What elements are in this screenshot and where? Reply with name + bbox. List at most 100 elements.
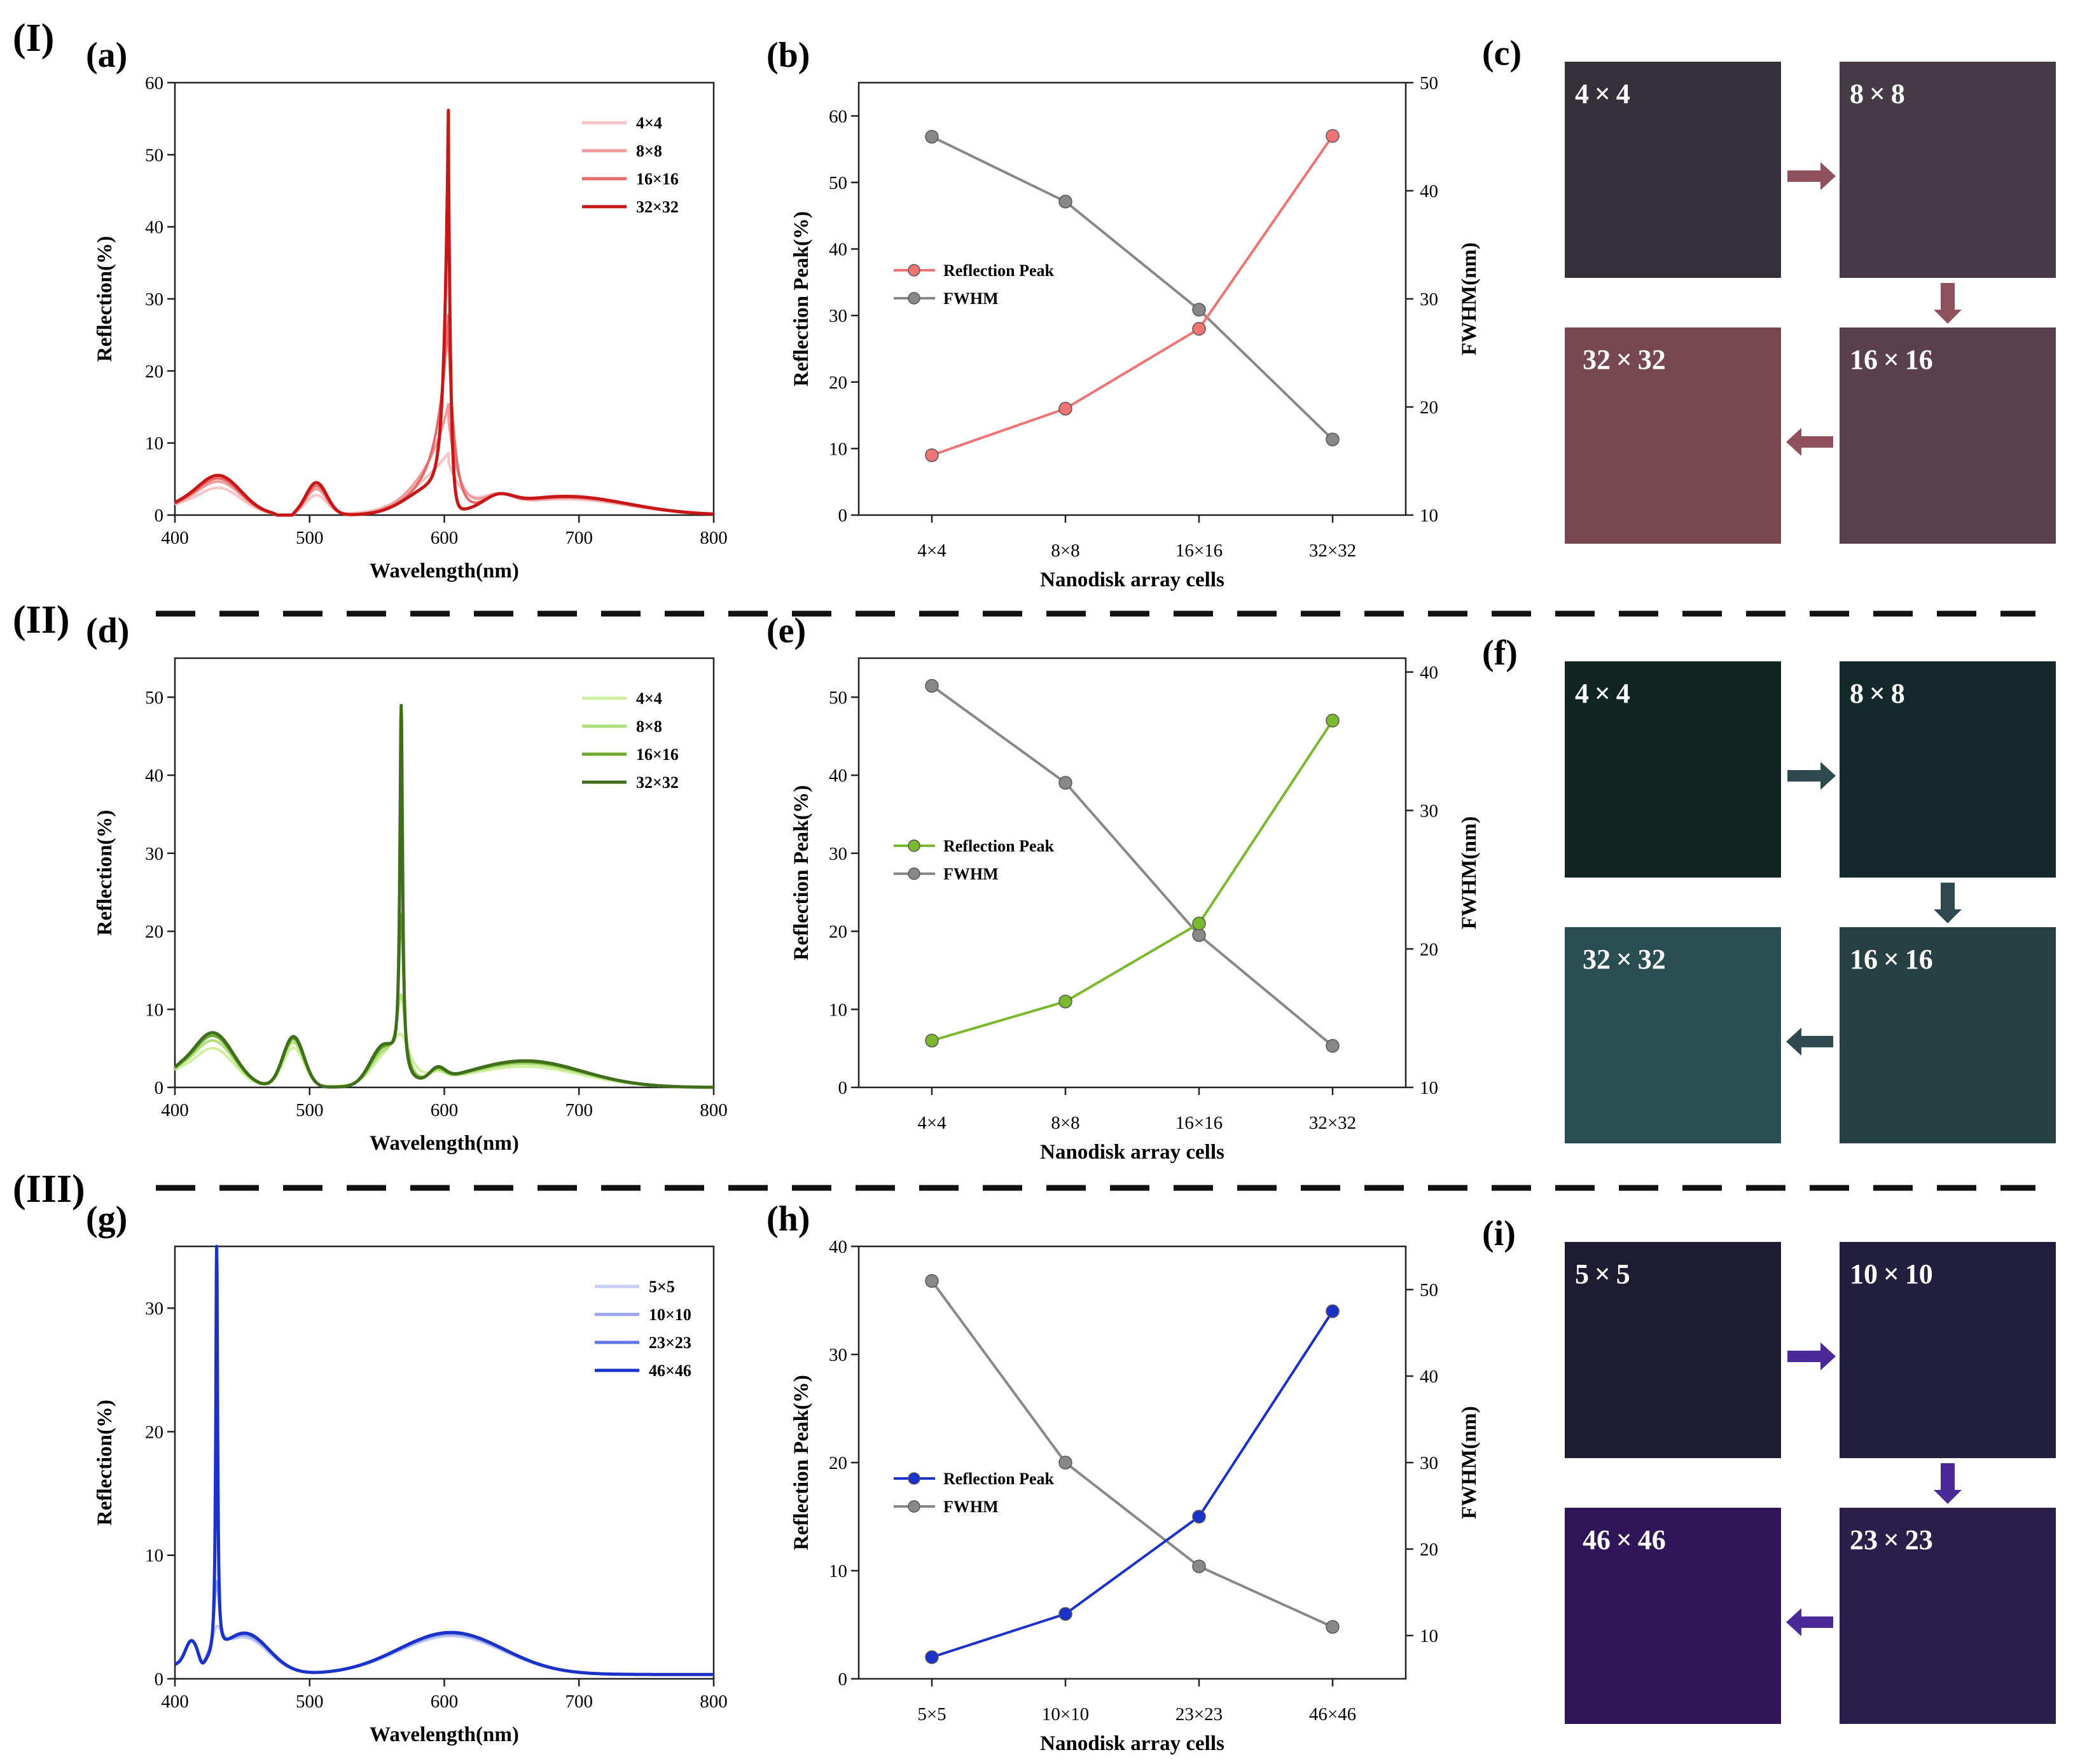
left-y-tick-label: 0 — [838, 1078, 848, 1098]
right-y-tick-label: 10 — [1420, 1078, 1438, 1098]
x-axis-label: Nanodisk array cells — [1040, 1732, 1224, 1755]
reflection-peak-point — [1192, 322, 1206, 336]
x-tick-label: 4×4 — [917, 1113, 946, 1133]
legend-marker — [908, 1500, 920, 1513]
x-tick-label: 10×10 — [1042, 1704, 1089, 1725]
left-y-tick-label: 40 — [829, 766, 847, 786]
reflection-peak-point — [1058, 401, 1072, 416]
reflection-peak-point — [925, 1650, 939, 1664]
right-arrow-icon — [1787, 762, 1836, 790]
right-y-tick-label: 30 — [1420, 801, 1438, 822]
color-square-label: 10 × 10 — [1850, 1258, 1933, 1290]
down-arrow-icon — [1934, 883, 1962, 923]
x-tick-label: 16×16 — [1175, 541, 1223, 561]
down-arrow-icon — [1934, 1463, 1962, 1504]
y-tick-label: 40 — [145, 766, 163, 786]
x-tick-label: 400 — [161, 528, 189, 548]
color-square-label: 16 × 16 — [1850, 344, 1933, 375]
spectrum-panel: (d) 400 500 600 700 800 0 10 20 30 40 50 Wavelength(… — [86, 611, 728, 1155]
y-tick-label: 0 — [155, 506, 164, 526]
color-square — [1840, 62, 2056, 278]
color-square-label: 8 × 8 — [1850, 678, 1905, 709]
x-tick-label: 32×32 — [1309, 541, 1356, 561]
x-axis-label: Wavelength(nm) — [370, 1723, 519, 1746]
x-axis-label: Nanodisk array cells — [1040, 1141, 1224, 1164]
plot-frame — [174, 657, 715, 1089]
y-tick-label: 20 — [145, 922, 163, 942]
legend-label: Reflection Peak — [943, 1470, 1055, 1488]
left-y-tick-label: 40 — [829, 1237, 847, 1257]
fwhm-point — [1058, 776, 1072, 790]
y-tick-label: 30 — [145, 844, 163, 864]
right-y-tick-label: 40 — [1420, 663, 1438, 683]
color-square-label: 23 × 23 — [1850, 1524, 1933, 1555]
left-y-tick-label: 30 — [829, 844, 847, 864]
x-tick-label: 500 — [296, 528, 324, 548]
left-y-tick-label: 50 — [829, 173, 847, 193]
y-tick-label: 10 — [145, 1000, 163, 1020]
left-y-tick-label: 20 — [829, 1453, 847, 1473]
left-y-tick-label: 0 — [838, 506, 848, 526]
x-tick-label: 600 — [431, 528, 459, 548]
right-y-tick-label: 50 — [1420, 1280, 1438, 1300]
right-y-tick-label: 30 — [1420, 289, 1438, 310]
y-tick-label: 50 — [145, 145, 163, 165]
legend-label: 32×32 — [636, 773, 679, 792]
color-panel: (c) 4 × 4 8 × 8 16 × 16 32 × 32 — [1482, 34, 2056, 544]
left-y-tick-label: 20 — [829, 922, 847, 942]
trend-panel: (h) 0 10 20 30 40 10 20 30 40 50 5×5 10×10 23×23 46×46… — [766, 1199, 1481, 1755]
y-tick-label: 50 — [145, 687, 163, 708]
trend-panel: (b) 0 10 20 30 40 50 60 10 20 30 40 50 4×4 8×8 16×16 32×… — [766, 36, 1481, 591]
trend-panel: (e) 0 10 20 30 40 50 10 20 30 40 4×4 8×8 16×16 32×32 Na… — [766, 611, 1481, 1164]
left-y-tick-label: 20 — [829, 373, 847, 393]
panel-label: (g) — [86, 1199, 127, 1239]
panel-label: (h) — [766, 1199, 810, 1239]
color-square-label: 32 × 32 — [1583, 344, 1666, 375]
x-tick-label: 500 — [296, 1100, 324, 1120]
right-y-tick-label: 20 — [1420, 939, 1438, 960]
x-tick-label: 500 — [296, 1692, 324, 1712]
reflection-peak-point — [1326, 128, 1340, 143]
legend-marker — [908, 1472, 920, 1485]
reflection-peak-point — [1192, 1510, 1206, 1524]
fwhm-line — [931, 135, 1334, 441]
left-y-axis-label: Reflection Peak(%) — [790, 1375, 813, 1550]
left-y-tick-label: 40 — [829, 240, 847, 260]
color-square — [1840, 661, 2056, 878]
color-square — [1565, 661, 1781, 878]
legend-marker — [908, 264, 920, 277]
y-tick-label: 0 — [155, 1078, 164, 1098]
fwhm-point — [1326, 1620, 1340, 1634]
fwhm-point — [925, 130, 939, 144]
right-y-tick-label: 10 — [1420, 506, 1438, 526]
fwhm-line — [931, 1280, 1333, 1629]
color-square-label: 16 × 16 — [1850, 944, 1933, 975]
reflection-peak-point — [1326, 713, 1340, 727]
right-y-axis-label: FWHM(nm) — [1458, 242, 1481, 355]
left-arrow-icon — [1786, 1608, 1833, 1636]
left-y-tick-label: 10 — [829, 439, 847, 459]
x-tick-label: 5×5 — [917, 1704, 946, 1725]
section-label: (II) — [13, 598, 70, 642]
panel-label: (a) — [86, 36, 127, 75]
x-tick-label: 32×32 — [1309, 1113, 1356, 1133]
plot-frame — [174, 1245, 715, 1680]
fwhm-point — [1058, 1456, 1072, 1470]
panel-label: (f) — [1482, 633, 1518, 673]
x-axis-label: Wavelength(nm) — [370, 560, 519, 582]
y-tick-label: 10 — [145, 1546, 163, 1566]
left-y-tick-label: 60 — [829, 106, 847, 127]
legend-label: 10×10 — [649, 1306, 691, 1324]
right-y-axis-label: FWHM(nm) — [1458, 817, 1481, 930]
y-tick-label: 20 — [145, 361, 163, 382]
legend-marker — [908, 292, 920, 305]
fwhm-line — [931, 684, 1334, 1047]
series-line-32×32 — [174, 703, 715, 1089]
color-square-label: 4 × 4 — [1575, 78, 1630, 109]
panel-label: (e) — [766, 611, 806, 651]
legend-label: 16×16 — [636, 170, 679, 188]
legend-label: 8×8 — [636, 717, 662, 736]
color-square-label: 8 × 8 — [1850, 78, 1905, 109]
right-y-tick-label: 40 — [1420, 181, 1438, 202]
